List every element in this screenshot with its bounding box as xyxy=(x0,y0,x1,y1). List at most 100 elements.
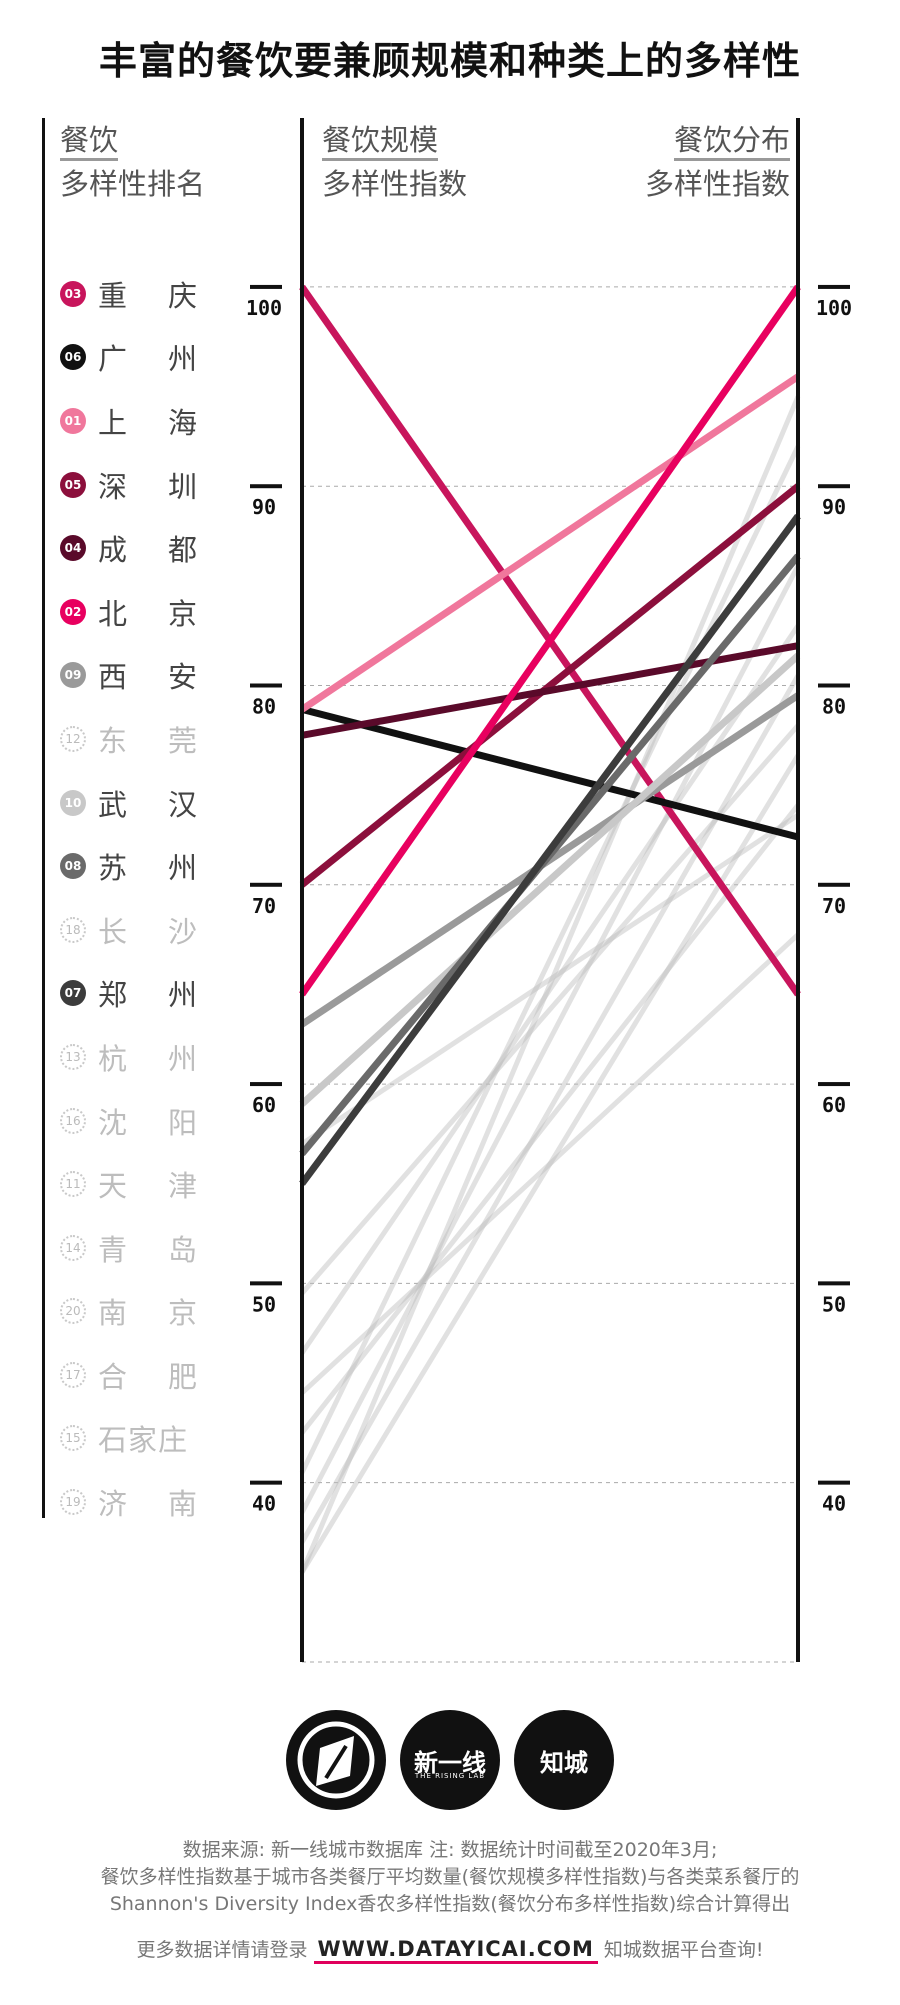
series-line-石家庄 xyxy=(299,753,801,1574)
ranking-item: 17 合肥 xyxy=(60,1343,198,1407)
city-name-part: 杭 xyxy=(98,1041,129,1076)
tick-label-left: 100 xyxy=(246,296,282,320)
city-name: 沈阳 xyxy=(98,1100,198,1142)
footer-link-prefix: 更多数据详情请登录 xyxy=(136,1939,308,1961)
tick-label-left: 70 xyxy=(252,894,276,918)
logo-row: 新一线 THE RISING LAB 知城 xyxy=(0,1710,900,1810)
ranking-item: 15 石家庄 xyxy=(60,1407,198,1471)
ranking-header-line1: 餐饮 xyxy=(60,122,119,161)
city-name-part: 津 xyxy=(167,1169,198,1204)
tick-mark-left xyxy=(250,882,282,887)
rank-badge: 03 xyxy=(60,280,86,307)
rank-badge: 13 xyxy=(60,1043,86,1070)
city-name: 郑州 xyxy=(98,972,198,1014)
brand-logo-xinyixian: 新一线 THE RISING LAB xyxy=(400,1710,500,1810)
ranking-item: 05 深圳 xyxy=(60,453,198,517)
ranking-item: 04 成都 xyxy=(60,516,198,580)
city-name-part: 长 xyxy=(98,914,129,949)
city-name-part: 肥 xyxy=(167,1359,198,1394)
city-name-part: 京 xyxy=(167,596,198,631)
ranking-item: 06 广州 xyxy=(60,326,198,390)
footer-note-2: Shannon's Diversity Index香农多样性指数(餐饮分布多样性… xyxy=(109,1893,791,1915)
footer-url-link[interactable]: WWW.DATAYICAI.COM xyxy=(313,1937,598,1964)
rank-badge: 11 xyxy=(60,1171,86,1198)
tick-label-left: 50 xyxy=(252,1292,276,1316)
page-title: 丰富的餐饮要兼顾规模和种类上的多样性 xyxy=(98,39,801,83)
city-name-part: 上 xyxy=(98,405,129,440)
ranking-item: 10 武汉 xyxy=(60,771,198,835)
slope-chart: 100 100 90 90 80 80 70 70 60 60 50 50 40 40 xyxy=(246,118,852,1663)
tick-mark-right xyxy=(818,1082,850,1087)
rank-badge: 15 xyxy=(60,1425,86,1452)
city-name-part: 圳 xyxy=(167,469,198,504)
footer-link-suffix: 知城数据平台查询! xyxy=(603,1939,764,1961)
ranking-item: 03 重庆 xyxy=(60,262,198,326)
tick-label-right: 50 xyxy=(822,1292,846,1316)
ranking-item: 02 北京 xyxy=(60,580,198,644)
city-name: 长沙 xyxy=(98,909,198,951)
city-name-part: 州 xyxy=(167,851,198,886)
city-name: 西安 xyxy=(98,654,198,696)
series-line-东莞 xyxy=(300,812,800,1146)
rank-badge: 06 xyxy=(60,344,86,371)
right-axis-header: 餐饮分布 多样性指数 xyxy=(645,118,790,206)
rank-badge: 09 xyxy=(60,662,86,689)
ranking-item: 07 郑州 xyxy=(60,962,198,1026)
tick-label-right: 80 xyxy=(822,695,846,719)
tick-mark-left xyxy=(250,1281,282,1286)
rank-badge: 08 xyxy=(60,853,86,880)
tick-mark-left xyxy=(250,484,282,489)
city-name: 苏州 xyxy=(98,845,198,887)
city-name-part: 南 xyxy=(167,1487,198,1522)
city-name: 济南 xyxy=(98,1481,198,1523)
right-axis-subtitle: 多样性指数 xyxy=(644,167,790,201)
tick-mark-left xyxy=(250,284,282,289)
city-name-part: 天 xyxy=(98,1169,129,1204)
city-name: 深圳 xyxy=(98,464,198,506)
tick-label-right: 100 xyxy=(816,296,852,320)
city-name-part: 岛 xyxy=(167,1232,198,1267)
city-name: 东莞 xyxy=(98,718,198,760)
rank-badge: 12 xyxy=(60,725,86,752)
series-line-武汉 xyxy=(299,653,801,1107)
city-name-part: 汉 xyxy=(167,787,198,822)
city-name: 青岛 xyxy=(98,1227,198,1269)
tick-label-left: 60 xyxy=(252,1093,276,1117)
series-line-广州 xyxy=(301,706,799,841)
brand-logo-sub: THE RISING LAB xyxy=(414,1772,486,1780)
city-name-part: 济 xyxy=(98,1487,129,1522)
rank-badge: 10 xyxy=(60,789,86,816)
tick-mark-right xyxy=(818,284,850,289)
city-name: 北京 xyxy=(98,591,198,633)
city-name-part: 都 xyxy=(167,533,198,568)
tick-mark-right xyxy=(818,484,850,489)
city-name: 成都 xyxy=(98,527,198,569)
ranking-item: 19 济南 xyxy=(60,1470,198,1534)
city-name-part: 重 xyxy=(98,278,129,313)
city-name-part: 东 xyxy=(98,723,129,758)
tick-mark-right xyxy=(818,882,850,887)
ranking-list: 03 重庆 06 广州 01 上海 05 深圳 04 成都 02 北京 09 西安 12 东莞 10 武汉 08 苏州… xyxy=(60,262,198,1534)
series-line-长沙 xyxy=(300,723,800,1295)
brand-mark-icon xyxy=(297,1721,375,1799)
tick-label-left: 80 xyxy=(252,695,276,719)
city-name: 广州 xyxy=(98,336,198,378)
ranking-axis-line xyxy=(42,118,45,1518)
rank-badge: 07 xyxy=(60,980,86,1007)
city-name-part: 海 xyxy=(167,405,198,440)
series-line-深圳 xyxy=(299,483,801,888)
ranking-header-line2: 多样性排名 xyxy=(60,167,206,201)
city-name-part: 石家庄 xyxy=(98,1423,189,1458)
city-name-part: 阳 xyxy=(167,1105,198,1140)
ranking-item: 18 长沙 xyxy=(60,898,198,962)
brand-logo-xinyixian-text: 新一线 xyxy=(414,1748,486,1777)
ranking-item: 13 杭州 xyxy=(60,1025,198,1089)
left-axis-subtitle: 多样性指数 xyxy=(322,167,468,201)
footer-link-line: 更多数据详情请登录 WWW.DATAYICAI.COM 知城数据平台查询! xyxy=(0,1935,900,1964)
rank-badge: 18 xyxy=(60,916,86,943)
city-name-part: 郑 xyxy=(98,978,129,1013)
rank-badge: 20 xyxy=(60,1298,86,1325)
tick-label-right: 40 xyxy=(822,1492,846,1516)
right-axis-title: 餐饮分布 xyxy=(673,122,790,161)
ranking-item: 09 西安 xyxy=(60,644,198,708)
